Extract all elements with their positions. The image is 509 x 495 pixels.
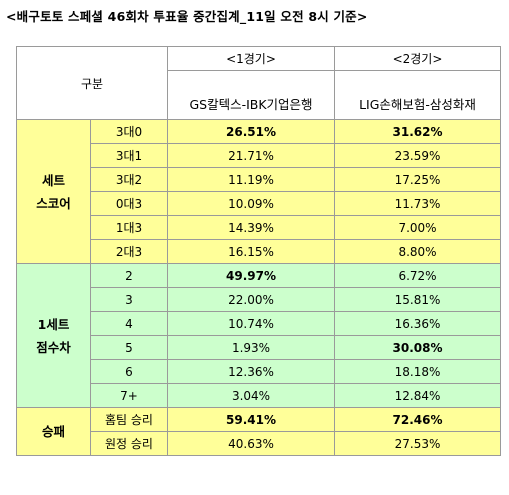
table-row: 3대2 11.19% 17.25%	[16, 167, 501, 192]
game-1-value: 59.41%	[167, 407, 335, 432]
game-2-value: 8.80%	[334, 239, 501, 264]
game-2-value: 18.18%	[334, 359, 501, 384]
game-2-value: 30.08%	[334, 335, 501, 360]
game-1-value: 22.00%	[167, 287, 335, 312]
header-row-games: 구분 <1경기> <2경기>	[16, 46, 501, 120]
table-row: 6 12.36% 18.18%	[16, 359, 501, 384]
category-cell: 0대3	[90, 191, 168, 216]
category-cell: 7+	[90, 383, 168, 408]
game-2-value: 27.53%	[334, 431, 501, 456]
category-cell: 2	[90, 263, 168, 288]
game-2-value: 72.46%	[334, 407, 501, 432]
group-label-line: 스코어	[36, 195, 71, 211]
table-row: 2대3 16.15% 8.80%	[16, 239, 501, 264]
game-1-value: 40.63%	[167, 431, 335, 456]
game-1-value: 10.74%	[167, 311, 335, 336]
category-cell: 3	[90, 287, 168, 312]
vote-rate-table: 구분 <1경기> <2경기> GS칼텍스-IBK기업은행 LIG손해보험-삼성화…	[16, 46, 501, 456]
game-2-value: 23.59%	[334, 143, 501, 168]
group-label: 승패	[16, 407, 91, 456]
table-row: 0대3 10.09% 11.73%	[16, 191, 501, 216]
game-2-value: 6.72%	[334, 263, 501, 288]
table-row: 1세트 점수차 2 49.97% 6.72%	[16, 263, 501, 408]
table-row: 3대1 21.71% 23.59%	[16, 143, 501, 168]
game-1-value: 21.71%	[167, 143, 335, 168]
game-1-value: 14.39%	[167, 215, 335, 240]
game-1-value: 3.04%	[167, 383, 335, 408]
table-row: 세트 스코어 3대0 26.51% 31.62%	[16, 119, 501, 264]
category-cell: 원정 승리	[90, 431, 168, 456]
game-2-value: 12.84%	[334, 383, 501, 408]
category-cell: 3대2	[90, 167, 168, 192]
group-label-line: 승패	[41, 424, 65, 439]
game-2-header: <2경기>	[334, 46, 501, 71]
category-cell: 1대3	[90, 215, 168, 240]
group-label-line: 세트	[41, 172, 65, 188]
game-1-value: 10.09%	[167, 191, 335, 216]
category-cell: 3대0	[90, 119, 168, 144]
table-row: 1대3 14.39% 7.00%	[16, 215, 501, 240]
game-1-header: <1경기>	[167, 46, 335, 71]
game-1-value: 26.51%	[167, 119, 335, 144]
game-2-teams: LIG손해보험-삼성화재	[334, 70, 501, 120]
category-cell: 3대1	[90, 143, 168, 168]
category-cell: 4	[90, 311, 168, 336]
table-row: 4 10.74% 16.36%	[16, 311, 501, 336]
game-1-teams: GS칼텍스-IBK기업은행	[167, 70, 335, 120]
header-label: 구분	[16, 46, 168, 120]
table-row: 승패 홈팀 승리 59.41% 72.46%	[16, 407, 501, 456]
table-row: 7+ 3.04% 12.84%	[16, 383, 501, 408]
game-2-value: 11.73%	[334, 191, 501, 216]
game-1-value: 16.15%	[167, 239, 335, 264]
game-1-value: 49.97%	[167, 263, 335, 288]
game-1-value: 12.36%	[167, 359, 335, 384]
category-cell: 6	[90, 359, 168, 384]
category-cell: 5	[90, 335, 168, 360]
category-cell: 2대3	[90, 239, 168, 264]
game-2-value: 7.00%	[334, 215, 501, 240]
game-2-value: 16.36%	[334, 311, 501, 336]
table-row: 원정 승리 40.63% 27.53%	[16, 431, 501, 456]
page-title: <배구토토 스페셜 46회차 투표율 중간집계_11일 오전 8시 기준>	[6, 9, 368, 24]
game-2-value: 31.62%	[334, 119, 501, 144]
header-row-teams: GS칼텍스-IBK기업은행 LIG손해보험-삼성화재	[17, 70, 501, 120]
category-cell: 홈팀 승리	[90, 407, 168, 432]
game-1-value: 1.93%	[167, 335, 335, 360]
group-label-line: 점수차	[36, 339, 71, 355]
game-2-value: 17.25%	[334, 167, 501, 192]
group-label-line: 1세트	[37, 316, 70, 332]
game-2-value: 15.81%	[334, 287, 501, 312]
game-1-value: 11.19%	[167, 167, 335, 192]
